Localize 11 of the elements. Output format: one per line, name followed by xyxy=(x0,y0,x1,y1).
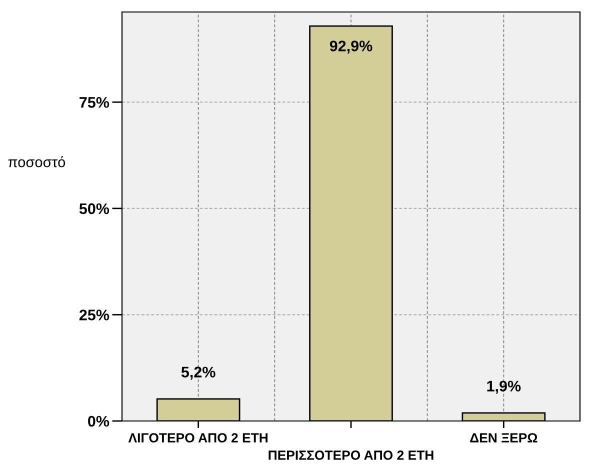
y-axis-title: ποσοστό xyxy=(8,156,66,168)
y-tick-label: 50% xyxy=(79,203,110,214)
data-label: 92,9% xyxy=(330,40,372,54)
data-label: 1,9% xyxy=(487,380,521,394)
y-tick-label: 75% xyxy=(80,97,110,108)
y-tick-label: 25% xyxy=(79,310,110,320)
data-label: 5,2% xyxy=(181,366,216,380)
x-tick-label: ΠΕΡΙΣΣΟΤΕΡΟ ΑΠΟ 2 ΕΤΗ xyxy=(268,450,434,460)
x-tick-label: ΔΕΝ ΞΕΡΩ xyxy=(470,433,538,442)
x-tick-label: ΛΙΓΟΤΕΡΟ ΑΠΟ 2 ΕΤΗ xyxy=(128,433,268,442)
y-tick-label: 0% xyxy=(88,416,110,427)
